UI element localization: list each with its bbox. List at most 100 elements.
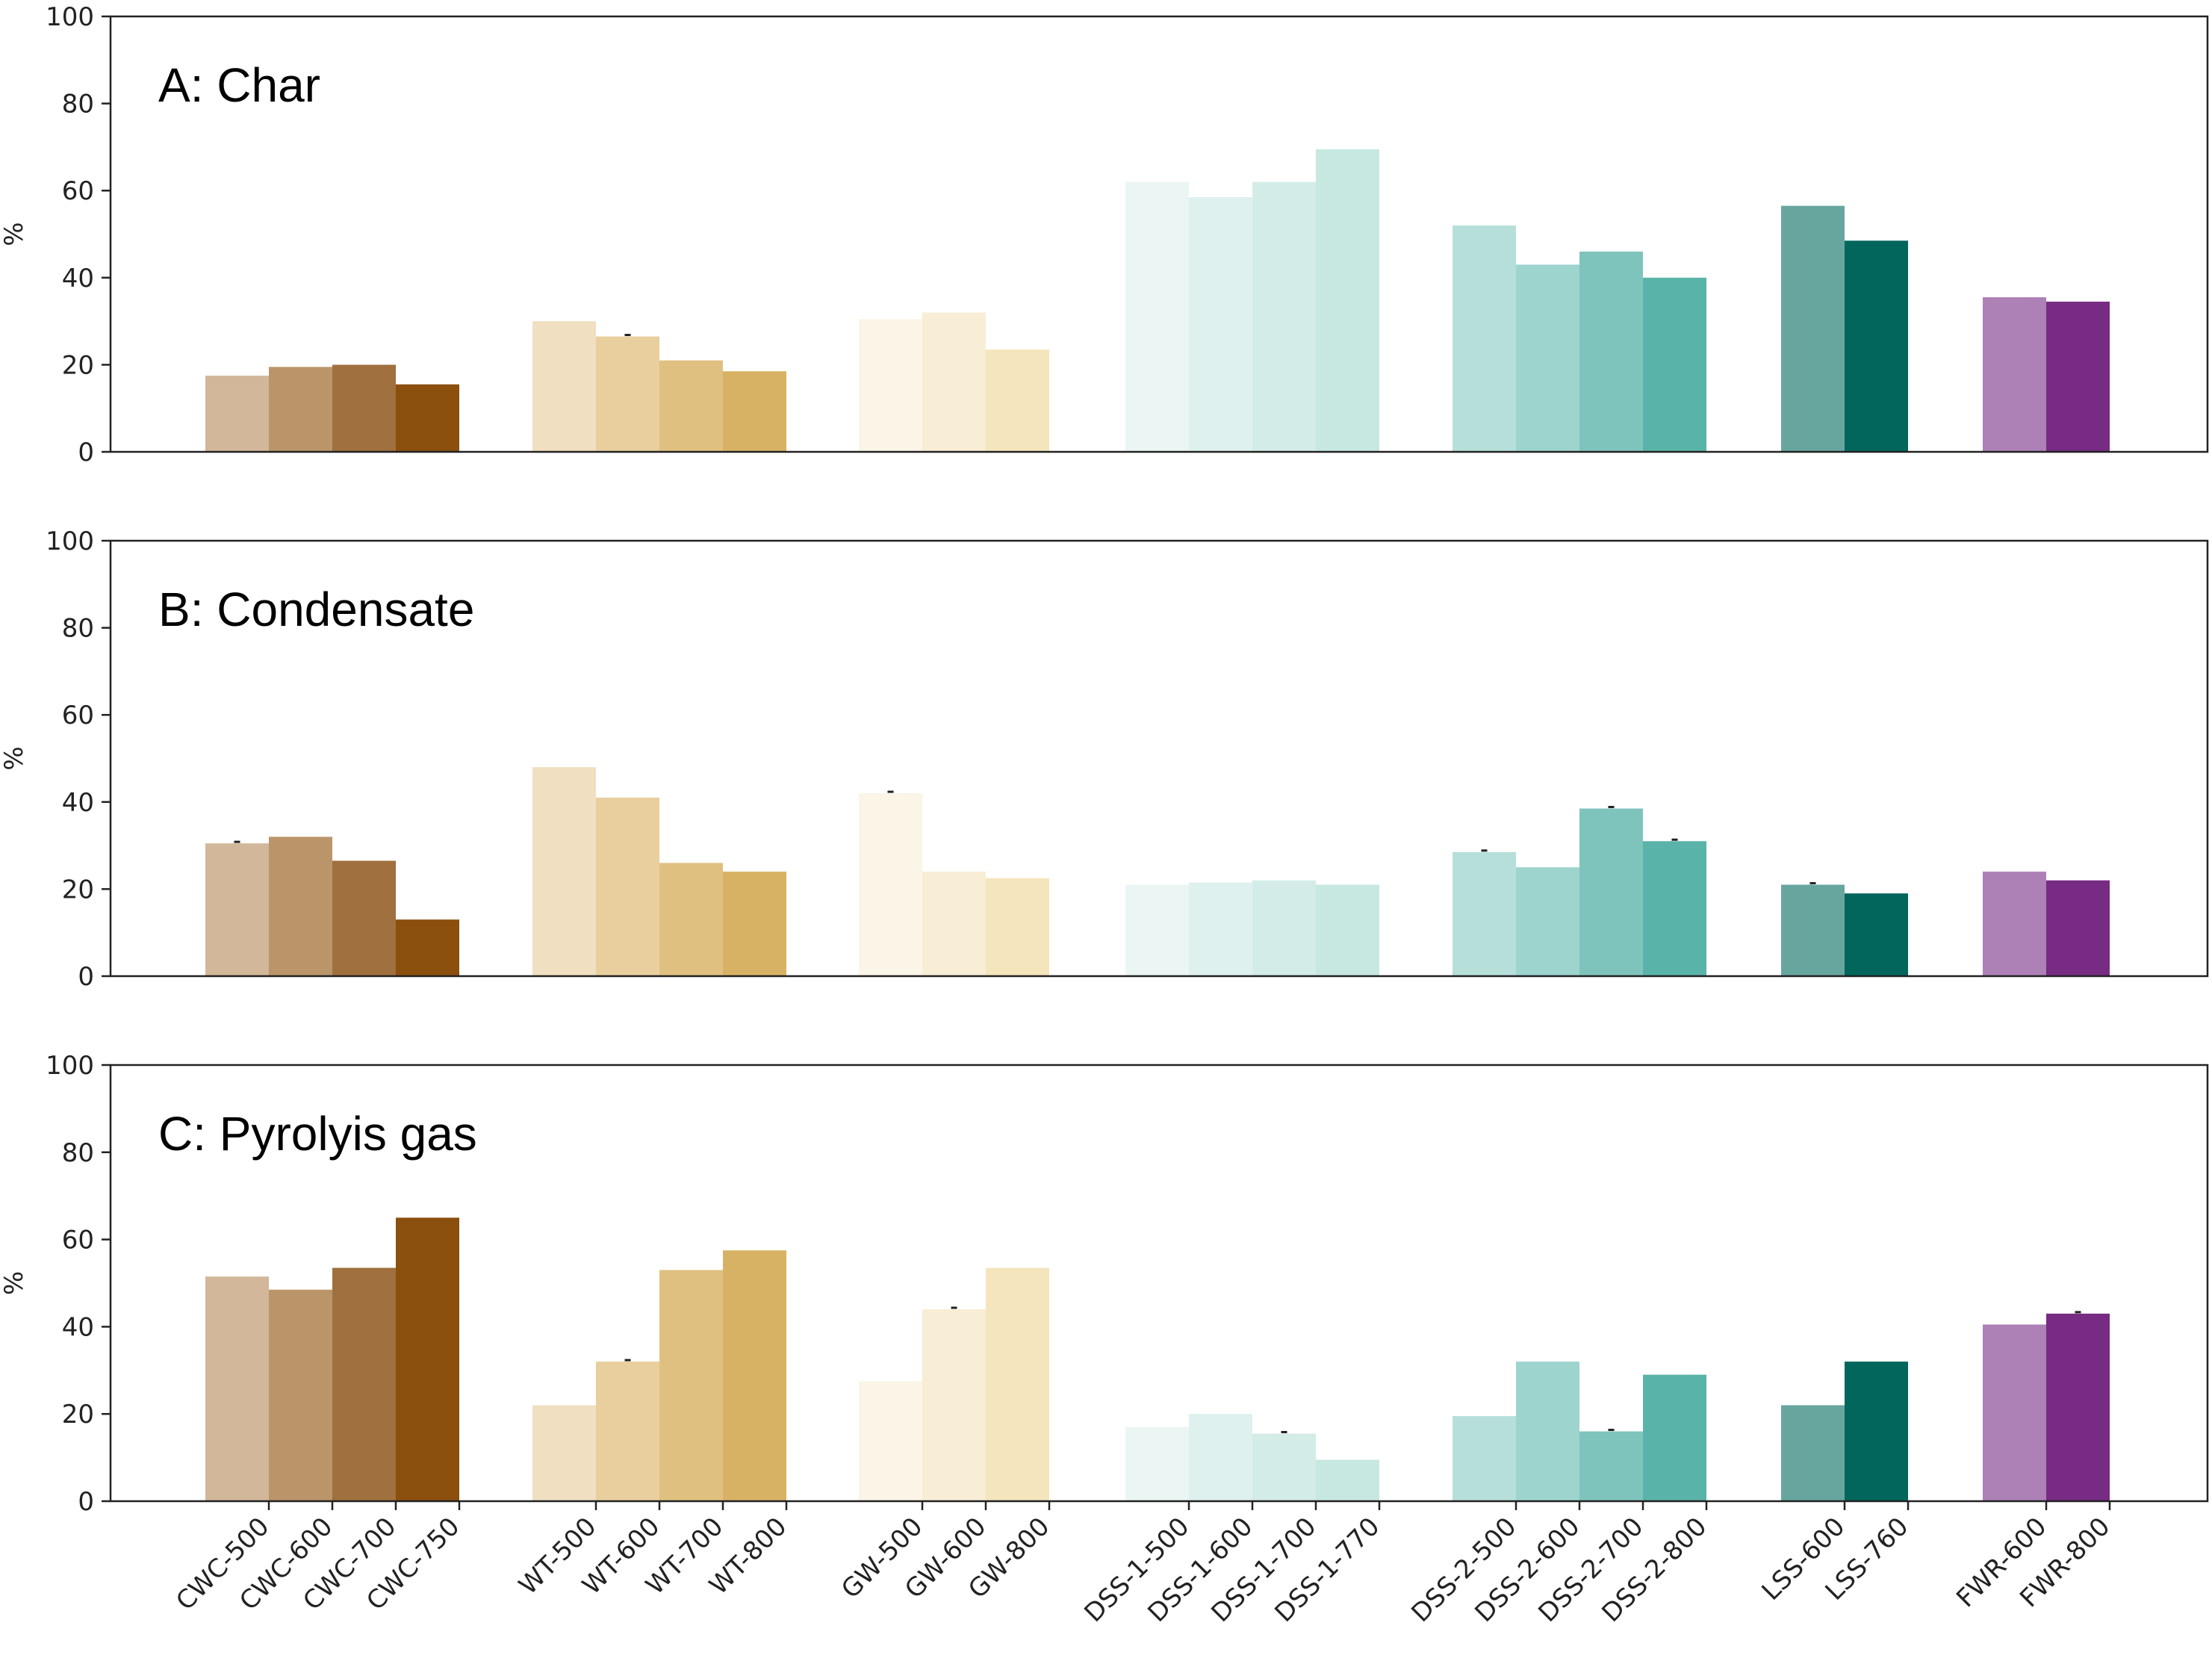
y-axis-label: %: [0, 1271, 29, 1295]
bar-wt-700: [659, 1270, 723, 1501]
bar-lss-600: [1781, 205, 1845, 452]
bar-lss-760: [1845, 1362, 1908, 1501]
bar-lss-760: [1845, 893, 1908, 976]
y-axis-label: %: [0, 222, 29, 246]
bar-dss-2-500: [1453, 851, 1516, 976]
bar-wt-600: [596, 797, 659, 976]
y-axis-label: %: [0, 746, 29, 770]
bar-fwr-800: [2046, 301, 2110, 452]
bar-dss-2-800: [1643, 841, 1706, 976]
bar-gw-500: [859, 1381, 922, 1501]
bar-wt-500: [532, 767, 596, 976]
bar-cwc-700: [332, 860, 396, 976]
bar-dss-1-500: [1125, 1426, 1189, 1501]
bar-cwc-600: [269, 1289, 332, 1501]
bar-wt-600: [596, 336, 659, 452]
panel-title: A: Char: [158, 58, 320, 112]
chart-panel-1: 0 20 40 60 80 100% A: Char: [0, 2, 2209, 468]
y-tick-label: 20: [62, 1400, 94, 1429]
bar-cwc-600: [269, 367, 332, 452]
bar-dss-1-700: [1252, 181, 1316, 453]
plot-frame: [109, 1064, 2209, 1503]
bar-wt-800: [723, 371, 786, 452]
y-tick-label: 40: [62, 788, 94, 818]
bar-gw-800: [986, 1267, 1049, 1501]
y-tick-label: 40: [62, 264, 94, 294]
y-tick-label: 40: [62, 1312, 94, 1342]
bar-wt-600: [596, 1362, 659, 1501]
y-tick-label: 0: [78, 962, 94, 992]
bar-dss-1-500: [1125, 884, 1189, 976]
bar-dss-1-600: [1189, 196, 1252, 452]
bar-dss-1-770: [1316, 149, 1379, 452]
y-tick-label: 80: [62, 614, 94, 644]
bar-wt-700: [659, 360, 723, 452]
y-tick-label: 20: [62, 350, 94, 380]
bar-fwr-800: [2046, 1313, 2110, 1501]
panel-title: B: Condensate: [158, 583, 474, 636]
y-tick-label: 100: [46, 1051, 94, 1081]
bar-fwr-800: [2046, 880, 2110, 976]
bar-wt-500: [532, 1405, 596, 1501]
plot-frame: [109, 539, 2209, 978]
bar-dss-2-800: [1643, 1374, 1706, 1501]
bar-dss-2-700: [1579, 251, 1643, 452]
bar-cwc-500: [205, 1276, 269, 1501]
bar-dss-2-600: [1516, 867, 1579, 976]
bar-gw-600: [922, 1309, 986, 1501]
bar-dss-2-600: [1516, 264, 1579, 452]
bar-wt-800: [723, 1250, 786, 1501]
bar-cwc-700: [332, 364, 396, 452]
bar-wt-700: [659, 863, 723, 976]
y-tick-label: 0: [78, 1487, 94, 1517]
bar-wt-800: [723, 872, 786, 976]
y-tick-label: 80: [62, 90, 94, 119]
bar-cwc-750: [396, 384, 459, 452]
panel-title: C: Pyrolyis gas: [158, 1107, 477, 1161]
chart-panel-2: 0 20 40 60 80 100% B: Condensate: [0, 527, 2209, 992]
bar-dss-1-700: [1252, 1433, 1316, 1501]
bar-dss-2-600: [1516, 1362, 1579, 1501]
plot-frame: [109, 15, 2209, 453]
bar-dss-1-770: [1316, 1459, 1379, 1501]
y-tick-label: 80: [62, 1138, 94, 1168]
bar-fwr-600: [1983, 872, 2046, 976]
bar-lss-760: [1845, 240, 1908, 452]
bar-cwc-500: [205, 375, 269, 452]
bar-cwc-700: [332, 1267, 396, 1501]
y-tick-label: 0: [78, 438, 94, 468]
bar-dss-2-500: [1453, 225, 1516, 452]
y-tick-label: 100: [46, 527, 94, 556]
bar-cwc-750: [396, 1217, 459, 1501]
bar-dss-1-600: [1189, 1414, 1252, 1501]
bar-dss-2-700: [1579, 1431, 1643, 1501]
y-tick-label: 60: [62, 701, 94, 730]
bar-wt-500: [532, 321, 596, 452]
bar-dss-1-500: [1125, 181, 1189, 453]
bar-dss-1-700: [1252, 880, 1316, 976]
bar-cwc-750: [396, 919, 459, 976]
bar-dss-2-800: [1643, 277, 1706, 452]
y-tick-label: 60: [62, 176, 94, 206]
bar-cwc-500: [205, 843, 269, 976]
bar-gw-500: [859, 793, 922, 976]
bar-dss-1-600: [1189, 882, 1252, 976]
y-tick-label: 100: [46, 2, 94, 32]
bar-fwr-600: [1983, 297, 2046, 452]
bar-gw-800: [986, 878, 1049, 976]
bar-lss-600: [1781, 1405, 1845, 1501]
bar-dss-2-500: [1453, 1416, 1516, 1501]
bar-gw-600: [922, 312, 986, 452]
bar-gw-600: [922, 872, 986, 976]
bar-lss-600: [1781, 884, 1845, 976]
bar-gw-800: [986, 349, 1049, 452]
bar-cwc-600: [269, 836, 332, 976]
y-tick-label: 60: [62, 1226, 94, 1255]
bar-dss-2-700: [1579, 808, 1643, 976]
y-tick-label: 20: [62, 875, 94, 904]
bar-gw-500: [859, 319, 922, 452]
bar-dss-1-770: [1316, 884, 1379, 976]
bar-fwr-600: [1983, 1324, 2046, 1501]
